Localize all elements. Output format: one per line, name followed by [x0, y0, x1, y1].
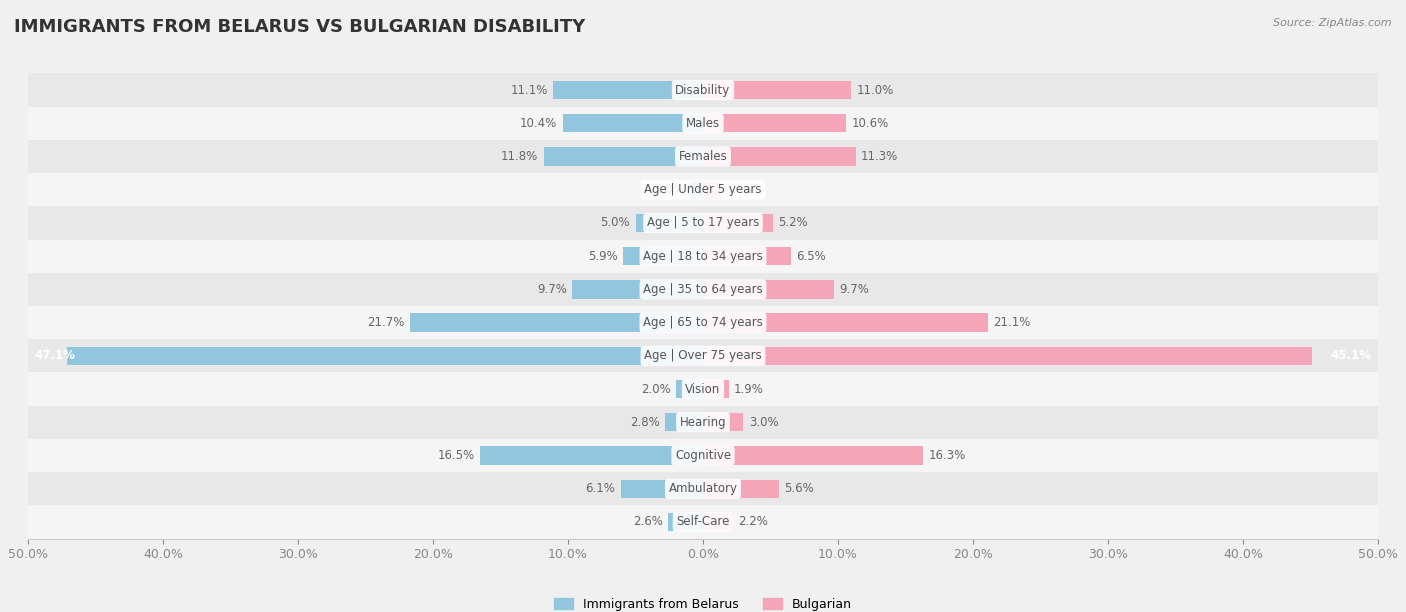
Bar: [703, 413, 744, 431]
Text: Vision: Vision: [685, 382, 721, 395]
Bar: [28, 173, 1378, 206]
Bar: [562, 114, 703, 132]
Text: 10.6%: 10.6%: [852, 117, 889, 130]
Bar: [28, 339, 1378, 373]
Bar: [703, 346, 1312, 365]
Bar: [703, 280, 834, 299]
Text: 47.1%: 47.1%: [35, 349, 76, 362]
Text: 11.1%: 11.1%: [510, 84, 548, 97]
Bar: [703, 81, 852, 99]
Bar: [28, 206, 1378, 239]
Text: 6.1%: 6.1%: [585, 482, 616, 495]
Bar: [28, 106, 1378, 140]
Text: IMMIGRANTS FROM BELARUS VS BULGARIAN DISABILITY: IMMIGRANTS FROM BELARUS VS BULGARIAN DIS…: [14, 18, 585, 36]
Text: 45.1%: 45.1%: [1330, 349, 1371, 362]
Text: 1.3%: 1.3%: [725, 183, 755, 196]
Bar: [703, 513, 733, 531]
Text: Age | 35 to 64 years: Age | 35 to 64 years: [643, 283, 763, 296]
Text: 10.4%: 10.4%: [520, 117, 557, 130]
Bar: [28, 373, 1378, 406]
Bar: [28, 406, 1378, 439]
Bar: [703, 147, 855, 166]
Bar: [703, 114, 846, 132]
Text: Source: ZipAtlas.com: Source: ZipAtlas.com: [1274, 18, 1392, 28]
Bar: [703, 380, 728, 398]
Bar: [703, 313, 988, 332]
Bar: [636, 214, 703, 232]
Bar: [28, 273, 1378, 306]
Text: 1.9%: 1.9%: [734, 382, 763, 395]
Text: Males: Males: [686, 117, 720, 130]
Text: 3.0%: 3.0%: [749, 416, 779, 429]
Legend: Immigrants from Belarus, Bulgarian: Immigrants from Belarus, Bulgarian: [548, 593, 858, 612]
Bar: [28, 439, 1378, 472]
Text: 21.7%: 21.7%: [367, 316, 405, 329]
Text: 16.5%: 16.5%: [437, 449, 475, 462]
Text: Cognitive: Cognitive: [675, 449, 731, 462]
Text: Ambulatory: Ambulatory: [668, 482, 738, 495]
Bar: [28, 506, 1378, 539]
Text: Age | 65 to 74 years: Age | 65 to 74 years: [643, 316, 763, 329]
Bar: [572, 280, 703, 299]
Text: 11.3%: 11.3%: [860, 150, 898, 163]
Bar: [28, 140, 1378, 173]
Text: 2.6%: 2.6%: [633, 515, 662, 528]
Bar: [28, 73, 1378, 106]
Text: Hearing: Hearing: [679, 416, 727, 429]
Text: 2.8%: 2.8%: [630, 416, 659, 429]
Bar: [411, 313, 703, 332]
Bar: [544, 147, 703, 166]
Text: 5.9%: 5.9%: [588, 250, 619, 263]
Text: 11.8%: 11.8%: [501, 150, 538, 163]
Text: 5.6%: 5.6%: [785, 482, 814, 495]
Text: Age | 18 to 34 years: Age | 18 to 34 years: [643, 250, 763, 263]
Bar: [668, 513, 703, 531]
Text: Age | 5 to 17 years: Age | 5 to 17 years: [647, 217, 759, 230]
Text: 9.7%: 9.7%: [839, 283, 869, 296]
Bar: [665, 413, 703, 431]
Text: Age | Under 5 years: Age | Under 5 years: [644, 183, 762, 196]
Bar: [703, 214, 773, 232]
Bar: [623, 247, 703, 266]
Text: 16.3%: 16.3%: [928, 449, 966, 462]
Bar: [28, 306, 1378, 339]
Text: 5.0%: 5.0%: [600, 217, 630, 230]
Bar: [553, 81, 703, 99]
Text: 2.2%: 2.2%: [738, 515, 768, 528]
Text: Disability: Disability: [675, 84, 731, 97]
Text: 2.0%: 2.0%: [641, 382, 671, 395]
Bar: [676, 380, 703, 398]
Bar: [67, 346, 703, 365]
Bar: [620, 480, 703, 498]
Bar: [481, 446, 703, 465]
Bar: [689, 181, 703, 199]
Bar: [703, 247, 790, 266]
Text: Females: Females: [679, 150, 727, 163]
Text: 5.2%: 5.2%: [779, 217, 808, 230]
Bar: [28, 239, 1378, 273]
Text: 21.1%: 21.1%: [993, 316, 1031, 329]
Text: Age | Over 75 years: Age | Over 75 years: [644, 349, 762, 362]
Bar: [703, 480, 779, 498]
Bar: [28, 472, 1378, 506]
Text: 6.5%: 6.5%: [796, 250, 825, 263]
Bar: [703, 446, 922, 465]
Text: 9.7%: 9.7%: [537, 283, 567, 296]
Text: 1.0%: 1.0%: [654, 183, 685, 196]
Text: 11.0%: 11.0%: [856, 84, 894, 97]
Text: Self-Care: Self-Care: [676, 515, 730, 528]
Bar: [703, 181, 720, 199]
